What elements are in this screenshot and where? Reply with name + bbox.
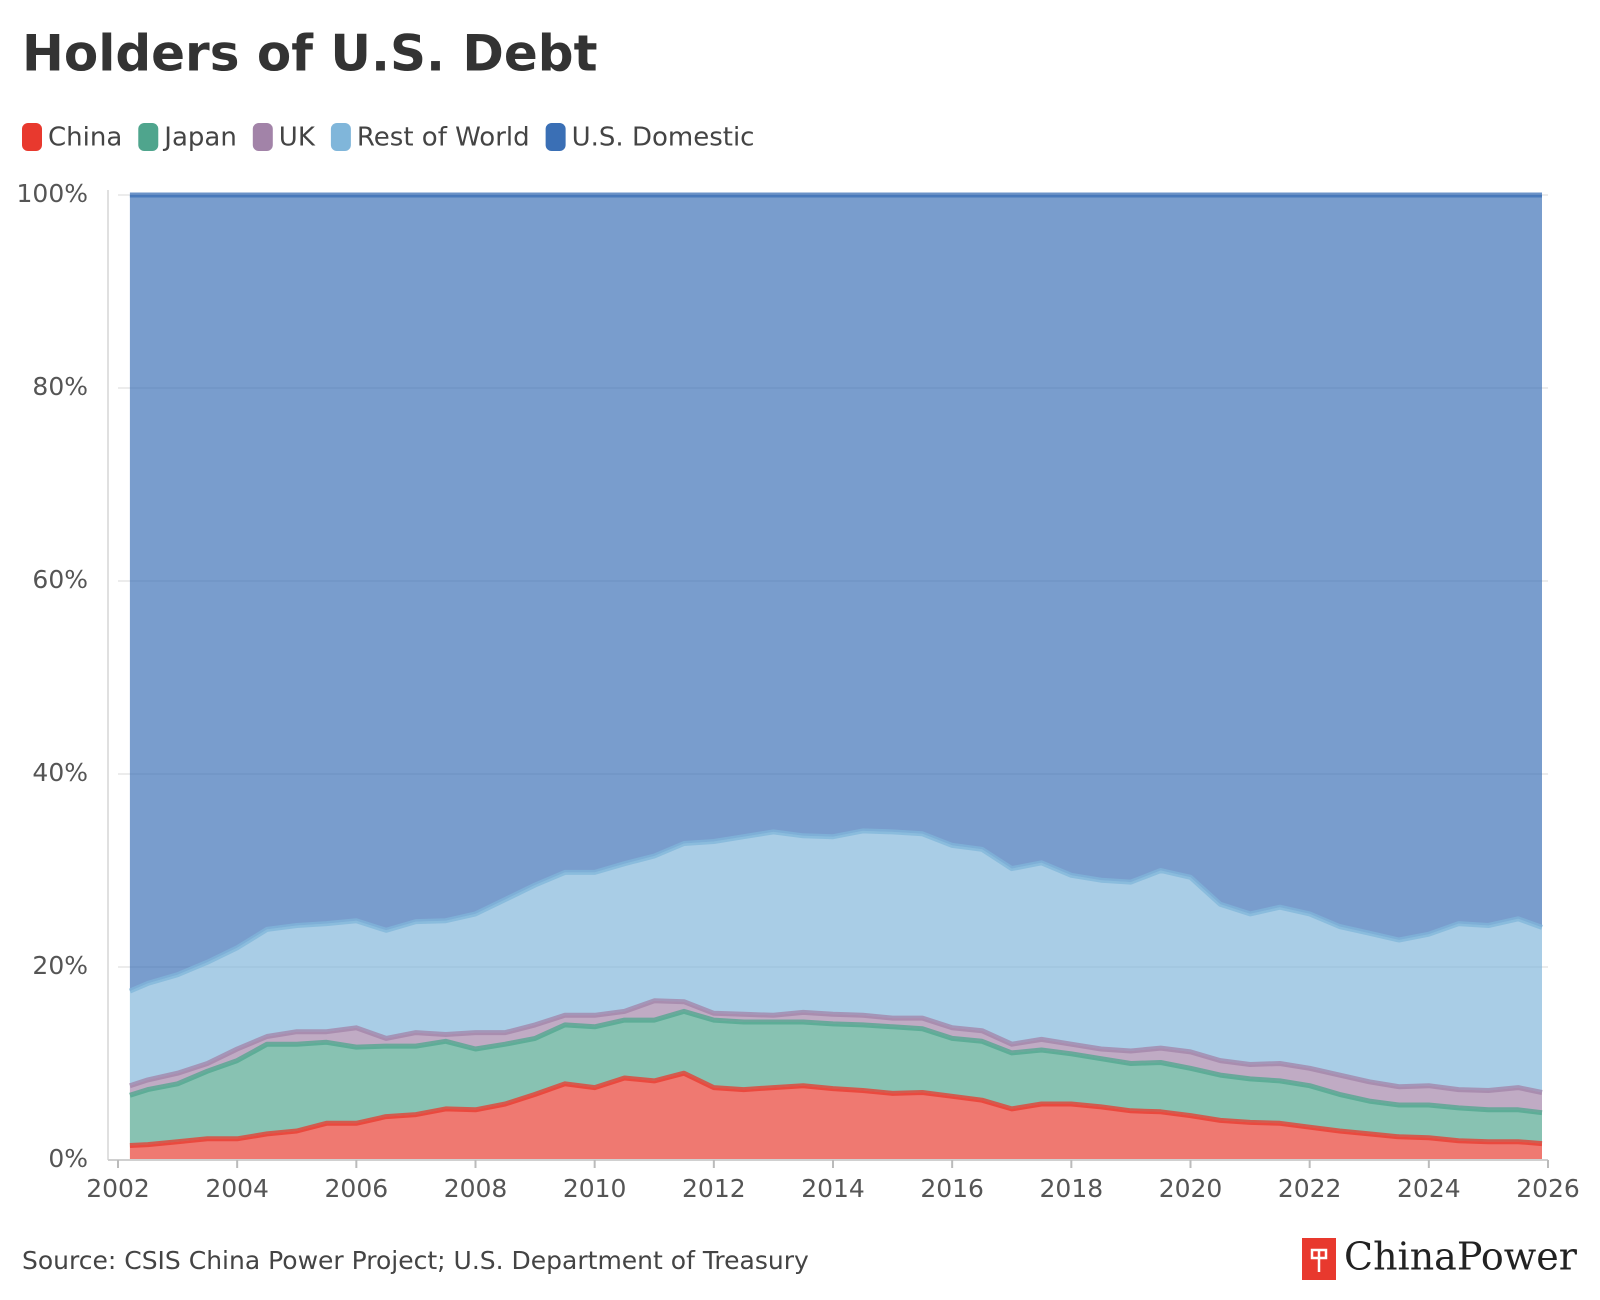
y-tick-label: 0%	[48, 1144, 88, 1173]
area-line	[129, 1070, 1543, 1148]
legend-swatch	[138, 123, 159, 151]
legend-swatch	[545, 123, 566, 151]
x-tick-label: 2014	[801, 1174, 865, 1203]
x-tick-label: 2026	[1516, 1174, 1580, 1203]
y-tick-label: 20%	[32, 951, 88, 980]
legend-label: Japan	[162, 123, 237, 153]
area	[129, 1073, 1542, 1160]
legend-label: China	[48, 123, 122, 153]
legend-label: UK	[279, 123, 316, 153]
legend-swatch	[252, 123, 273, 151]
x-tick-label: 2004	[205, 1174, 269, 1203]
y-tick-label: 100%	[17, 179, 88, 208]
x-tick-label: 2020	[1159, 1174, 1223, 1203]
area-line	[129, 1008, 1543, 1116]
logo: ChinaPower	[1344, 1235, 1578, 1279]
x-tick-label: 2022	[1278, 1174, 1342, 1203]
y-tick-label: 80%	[32, 372, 88, 401]
x-tick-label: 2024	[1397, 1174, 1461, 1203]
logo-glyph	[1310, 1248, 1328, 1272]
area-edges	[128, 192, 1543, 1148]
x-tick-label: 2016	[920, 1174, 984, 1203]
legend-swatch	[330, 123, 351, 151]
x-tick-label: 2008	[444, 1174, 508, 1203]
area-line	[128, 828, 1543, 994]
area-line	[129, 998, 1543, 1095]
y-tick-label: 60%	[32, 565, 88, 594]
source: Source: CSIS China Power Project; U.S. D…	[22, 1246, 809, 1275]
x-tick-label: 2010	[563, 1174, 627, 1203]
plot-area	[118, 192, 1548, 1161]
areas	[129, 195, 1542, 1160]
area	[129, 1011, 1542, 1146]
y-tick-label: 40%	[32, 758, 88, 787]
x-tick-label: 2006	[325, 1174, 389, 1203]
x-tick-label: 2018	[1040, 1174, 1104, 1203]
area	[129, 195, 1542, 992]
area	[129, 830, 1542, 1093]
legend-label: U.S. Domestic	[572, 123, 755, 153]
chart-title: Holders of U.S. Debt	[22, 25, 598, 83]
legend-swatch	[22, 123, 42, 151]
legend-label: Rest of World	[357, 123, 530, 153]
x-tick-label: 2002	[86, 1174, 150, 1203]
x-tick-label: 2012	[682, 1174, 746, 1203]
